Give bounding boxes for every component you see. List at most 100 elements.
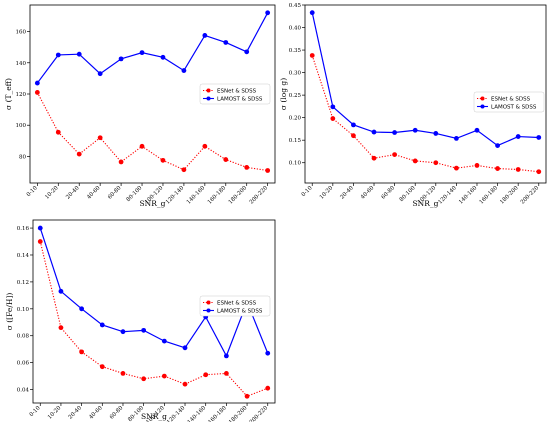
- chart-panel-3: 0.04 0.06 0.08 0.10 0.12 0.14 0.16 0-10 10-20 20-…: [5, 219, 276, 422]
- plot-frame: [32, 219, 276, 404]
- x-tick-label: 60-80: [107, 185, 123, 201]
- data-point: [120, 329, 126, 335]
- data-point: [37, 239, 43, 244]
- data-point: [223, 40, 229, 45]
- data-point: [34, 80, 40, 86]
- x-tick-label: 20-40: [68, 405, 84, 421]
- data-point: [495, 166, 500, 171]
- data-point: [55, 52, 61, 58]
- data-point: [412, 127, 418, 133]
- data-point: [351, 122, 356, 128]
- data-point: [79, 349, 85, 355]
- data-point: [223, 370, 229, 376]
- x-tick-label: 200-220: [520, 185, 541, 206]
- series-line-2: [311, 12, 539, 147]
- data-point: [433, 160, 439, 166]
- x-tick-label: 120-140: [166, 405, 187, 422]
- chart-panel-2: 0.10 0.15 0.20 0.25 0.30 0.35 0.40 0.45 0-10 10-2…: [279, 3, 547, 208]
- data-point: [203, 372, 209, 378]
- data-point: [474, 163, 480, 168]
- data-point: [118, 159, 124, 165]
- data-point: [536, 169, 542, 175]
- data-point: [58, 288, 64, 294]
- legend-label: LAMOST & SDSS: [491, 105, 537, 111]
- x-tick-label: 200-220: [249, 405, 270, 422]
- x-tick-label: 120-140: [437, 185, 458, 206]
- y-axis-label: σ ([Fe/H]): [5, 293, 14, 331]
- legend-label: LAMOST & SDSS: [217, 97, 263, 103]
- legend-label: ESNet & SDSS: [217, 301, 257, 307]
- y-tick-label: 0.08: [17, 334, 30, 340]
- x-tick-label: 0-10: [301, 185, 314, 198]
- data-point: [182, 345, 188, 351]
- x-tick-label: 40-60: [86, 185, 102, 201]
- x-tick-label: 40-60: [88, 405, 104, 421]
- y-axis-label: σ (T_eff): [4, 78, 13, 110]
- x-tick-label: 180-200: [499, 185, 520, 206]
- data-point: [76, 151, 82, 157]
- data-point: [141, 327, 147, 333]
- x-tick-label: 160-180: [207, 405, 228, 422]
- data-point: [515, 134, 521, 139]
- series-line-1: [39, 241, 268, 397]
- data-point: [265, 10, 271, 16]
- y-tick-label: 0.14: [17, 253, 30, 259]
- series-line-1: [36, 92, 268, 172]
- x-tick-label: 180-200: [228, 185, 249, 206]
- legend-marker: [480, 96, 485, 101]
- x-tick-label: 60-80: [381, 185, 397, 201]
- x-tick-label: 20-40: [339, 185, 355, 201]
- legend: ESNet & SDSS LAMOST & SDSS: [199, 83, 271, 105]
- legend-label: ESNet & SDSS: [217, 89, 257, 95]
- y-tick-label: 0.25: [289, 93, 302, 99]
- legend-marker: [206, 96, 211, 101]
- data-point: [161, 373, 167, 379]
- data-point: [141, 376, 147, 382]
- x-tick-label: 40-60: [360, 185, 376, 201]
- data-point: [223, 353, 229, 359]
- data-point: [309, 53, 315, 58]
- data-point: [223, 157, 229, 162]
- data-point: [55, 129, 61, 135]
- legend-marker: [206, 308, 211, 313]
- data-point: [120, 370, 126, 376]
- legend: ESNet & SDSS LAMOST & SDSS: [473, 91, 545, 113]
- legend-label: ESNet & SDSS: [491, 97, 531, 103]
- y-tick-label: 0.15: [289, 138, 302, 144]
- x-tick-label: 60-80: [109, 405, 125, 421]
- data-point: [536, 135, 542, 140]
- x-tick-label: 0-10: [29, 405, 42, 418]
- y-tick-label: 80: [19, 154, 26, 160]
- legend-box: [199, 295, 271, 317]
- legend-marker: [480, 104, 485, 109]
- data-point: [351, 133, 356, 139]
- data-point: [37, 225, 43, 231]
- y-tick-label: 0.45: [289, 3, 302, 9]
- series-line-2: [39, 227, 269, 358]
- data-point: [453, 135, 459, 141]
- x-tick-label: 160-180: [207, 185, 228, 206]
- data-point: [392, 130, 398, 135]
- y-axis-label: σ (log g): [279, 78, 288, 110]
- data-point: [97, 71, 103, 77]
- x-tick-label: 10-20: [319, 185, 335, 201]
- data-point: [99, 322, 105, 328]
- data-point: [265, 385, 271, 391]
- legend-marker: [206, 88, 211, 93]
- data-point: [371, 155, 377, 161]
- data-point: [495, 143, 500, 148]
- data-point: [139, 50, 145, 56]
- data-point: [330, 116, 336, 121]
- data-point: [265, 168, 271, 173]
- x-tick-label: 20-40: [65, 185, 81, 201]
- y-tick-label: 0.40: [289, 26, 302, 32]
- data-point: [244, 393, 250, 399]
- data-point: [515, 167, 521, 172]
- x-tick-label: 140-160: [458, 185, 479, 206]
- x-tick-label: 120-140: [165, 185, 186, 206]
- y-tick-label: 120: [16, 92, 27, 98]
- x-axis-label: SNR_g: [140, 199, 166, 208]
- x-tick-label: 10-20: [44, 185, 60, 201]
